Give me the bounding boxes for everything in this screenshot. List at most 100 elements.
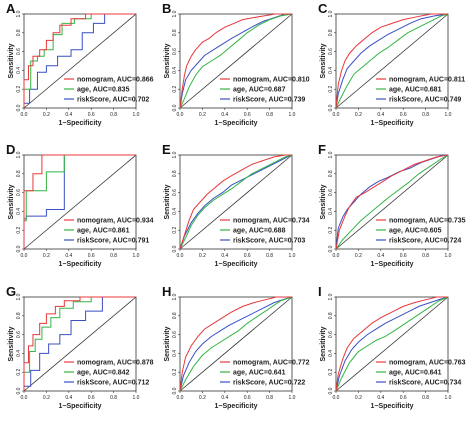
x-tick-label: 1.0 <box>445 112 452 118</box>
panel-letter: H <box>162 284 171 299</box>
x-axis-title: 1−Specificity <box>215 120 258 127</box>
roc-panel-h: H 0.00.0 0.2 0.2 0.4 0.4 0.6 0.6 0.8 0.8 1.0 1.0 1−S… <box>162 284 310 410</box>
reference-diagonal <box>179 154 293 250</box>
legend-entry: riskScore, AUC=0.712 <box>77 380 149 387</box>
x-tick-label: 0.2 <box>199 395 206 401</box>
roc-curve-riskscore <box>23 154 136 249</box>
x-tick-label: 0.6 <box>88 112 95 118</box>
legend-entry: age, AUC=0.842 <box>77 370 130 377</box>
roc-curve-riskscore <box>23 296 136 391</box>
y-tick-label: 0.8 <box>172 312 178 319</box>
legend-entry: age, AUC=0.688 <box>233 228 286 235</box>
y-tick-label: 0.6 <box>328 331 334 338</box>
y-tick-label: 0.4 <box>16 350 22 357</box>
x-tick-label: 1.0 <box>289 112 296 118</box>
y-axis-title: Sensitivity <box>320 43 327 78</box>
x-tick-label: 0.6 <box>400 112 407 118</box>
reference-diagonal <box>335 154 449 250</box>
x-tick-label: 0.4 <box>377 112 384 118</box>
y-axis-title: Sensitivity <box>164 326 171 361</box>
roc-panel-i: I 0.00.0 0.2 0.2 0.4 0.4 0.6 0.6 0.8 0.8 1.0 1.0 1−S… <box>318 284 466 410</box>
y-axis-title: Sensitivity <box>164 184 171 219</box>
x-tick-label: 0.0 <box>177 112 184 118</box>
y-tick-label: 0.4 <box>328 350 334 357</box>
y-tick-label: 1.0 <box>172 10 178 17</box>
legend-entry: nomogram, AUC=0.878 <box>77 360 154 367</box>
legend-entry: nomogram, AUC=0.735 <box>389 218 466 225</box>
x-tick-label: 0.6 <box>88 395 95 401</box>
roc-curve-riskscore <box>179 296 293 392</box>
panel-letter: C <box>318 1 328 16</box>
y-axis-title: Sensitivity <box>320 326 327 361</box>
reference-diagonal <box>23 296 137 392</box>
legend-entry: nomogram, AUC=0.763 <box>389 360 466 367</box>
x-tick-label: 0.2 <box>43 112 50 118</box>
panel-letter: I <box>318 284 322 299</box>
y-tick-label: 0.0 <box>16 387 22 394</box>
plot-frame <box>23 13 137 109</box>
y-tick-label: 1.0 <box>16 293 22 300</box>
x-tick-label: 0.2 <box>355 253 362 259</box>
y-tick-label: 0.8 <box>172 170 178 177</box>
x-tick-label: 0.0 <box>21 395 28 401</box>
x-tick-label: 0.8 <box>110 112 117 118</box>
panel-letter: E <box>162 142 171 157</box>
roc-panel-a: A 0.00.0 0.2 0.2 0.4 0.4 0.6 0.6 0.8 0.8 1.0 1.0 1−S… <box>6 1 154 127</box>
roc-panel-b: B 0.00.0 0.2 0.2 0.4 0.4 0.6 0.6 0.8 0.8 1.0 1.0 1−S… <box>162 1 310 127</box>
legend-entry: nomogram, AUC=0.734 <box>233 218 310 225</box>
roc-curve-nomogram <box>179 296 292 392</box>
legend-entry: riskScore, AUC=0.791 <box>77 238 149 245</box>
roc-curve-nomogram <box>179 13 292 109</box>
roc-curve-age <box>335 154 449 250</box>
roc-curve-riskscore <box>335 296 449 392</box>
legend-entry: riskScore, AUC=0.734 <box>389 380 461 387</box>
x-tick-label: 0.4 <box>221 112 228 118</box>
y-tick-label: 0.4 <box>16 208 22 215</box>
panel-letter: D <box>6 142 15 157</box>
x-tick-label: 0.0 <box>21 112 28 118</box>
panel-letter: B <box>162 1 171 16</box>
y-axis-title: Sensitivity <box>8 184 15 219</box>
x-tick-label: 0.6 <box>244 253 251 259</box>
x-tick-label: 0.4 <box>377 253 384 259</box>
y-axis-title: Sensitivity <box>320 184 327 219</box>
x-tick-label: 0.2 <box>355 395 362 401</box>
reference-diagonal <box>179 13 293 109</box>
y-tick-label: 0.8 <box>328 312 334 319</box>
x-tick-label: 0.0 <box>177 395 184 401</box>
x-tick-label: 0.6 <box>244 395 251 401</box>
x-tick-label: 1.0 <box>133 395 140 401</box>
y-tick-label: 1.0 <box>16 151 22 158</box>
y-tick-label: 0.8 <box>16 29 22 36</box>
x-tick-label: 0.4 <box>221 253 228 259</box>
legend-entry: riskScore, AUC=0.739 <box>233 97 305 104</box>
roc-curve-nomogram <box>179 154 292 250</box>
roc-curve-nomogram <box>23 154 136 249</box>
y-tick-label: 0.6 <box>16 48 22 55</box>
legend-entry: age, AUC=0.681 <box>389 87 442 94</box>
y-tick-label: 0.4 <box>16 67 22 74</box>
x-tick-label: 1.0 <box>445 253 452 259</box>
roc-panel-e: E 0.00.0 0.2 0.2 0.4 0.4 0.6 0.6 0.8 0.8 1.0 1.0 1−S… <box>162 142 310 268</box>
y-tick-label: 0.4 <box>172 67 178 74</box>
legend-entry: age, AUC=0.641 <box>233 370 286 377</box>
roc-curve-age <box>335 296 449 392</box>
legend-entry: riskScore, AUC=0.724 <box>389 238 461 245</box>
y-tick-label: 0.0 <box>172 387 178 394</box>
y-tick-label: 0.8 <box>16 312 22 319</box>
y-tick-label: 0.2 <box>172 369 178 376</box>
x-axis-title: 1−Specificity <box>371 403 414 410</box>
y-axis-title: Sensitivity <box>8 326 15 361</box>
reference-diagonal <box>335 296 449 392</box>
roc-panel-f: F 0.00.0 0.2 0.2 0.4 0.4 0.6 0.6 0.8 0.8 1.0 1.0 1−S… <box>318 142 466 268</box>
roc-curve-riskscore <box>335 13 449 109</box>
x-axis-title: 1−Specificity <box>59 261 102 268</box>
y-tick-label: 0.4 <box>328 67 334 74</box>
x-tick-label: 0.8 <box>266 395 273 401</box>
y-tick-label: 0.8 <box>16 170 22 177</box>
y-tick-label: 0.2 <box>16 86 22 93</box>
x-axis-title: 1−Specificity <box>59 120 102 127</box>
panel-letter: G <box>6 284 16 299</box>
x-axis-title: 1−Specificity <box>215 261 258 268</box>
x-tick-label: 0.2 <box>199 253 206 259</box>
